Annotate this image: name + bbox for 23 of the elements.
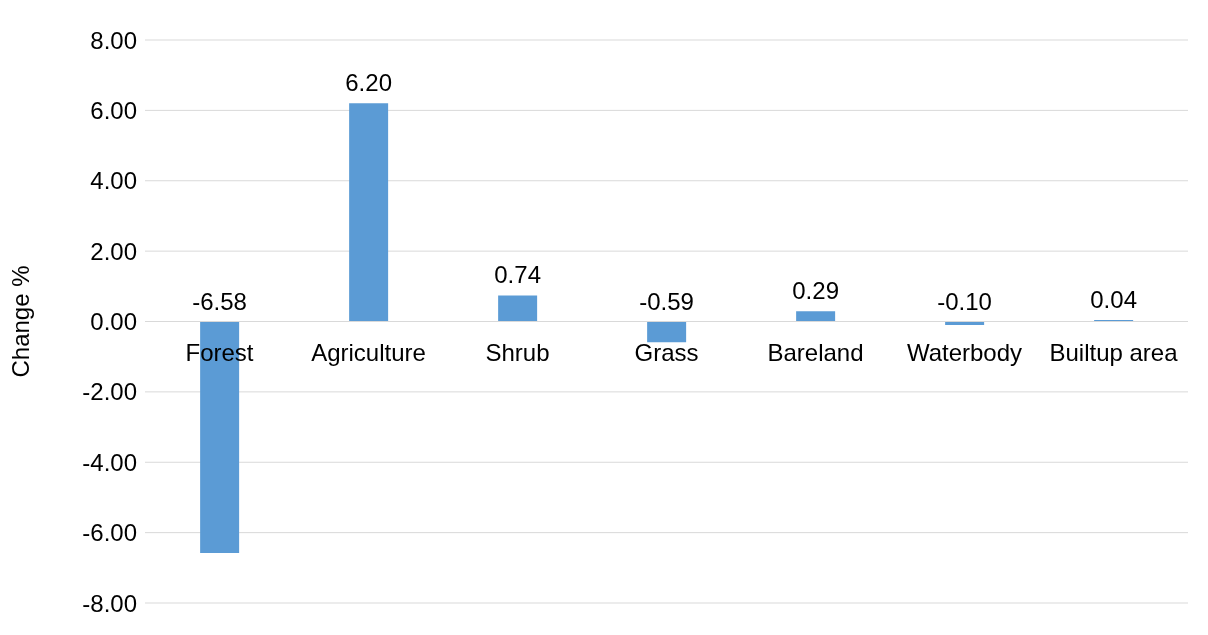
y-tick-label: -8.00 <box>82 589 137 617</box>
y-tick-label: 6.00 <box>90 96 137 124</box>
y-tick-label: -4.00 <box>82 448 137 476</box>
y-tick-label: 2.00 <box>90 237 137 265</box>
y-tick-label: 4.00 <box>90 167 137 195</box>
x-tick-label: Agriculture <box>311 338 426 366</box>
x-tick-label: Grass <box>634 338 699 366</box>
x-tick-label: Waterbody <box>906 338 1023 366</box>
data-label: 0.74 <box>494 261 541 289</box>
x-tick-label: Builtup area <box>1049 338 1179 366</box>
y-tick-label: -6.00 <box>82 519 137 547</box>
data-label: 0.29 <box>792 277 839 305</box>
data-label: -0.10 <box>937 287 992 315</box>
y-tick-label: 8.00 <box>90 26 137 54</box>
data-label: -0.59 <box>639 287 694 315</box>
x-tick-label: Bareland <box>767 338 864 366</box>
data-label: 6.20 <box>345 69 392 97</box>
y-tick-label: -2.00 <box>82 378 137 406</box>
data-label: 0.04 <box>1090 286 1137 314</box>
data-label: -6.58 <box>192 287 247 315</box>
y-axis-title: Change % <box>6 265 34 378</box>
y-tick-label: 0.00 <box>90 308 137 336</box>
x-tick-label: Shrub <box>485 338 550 366</box>
